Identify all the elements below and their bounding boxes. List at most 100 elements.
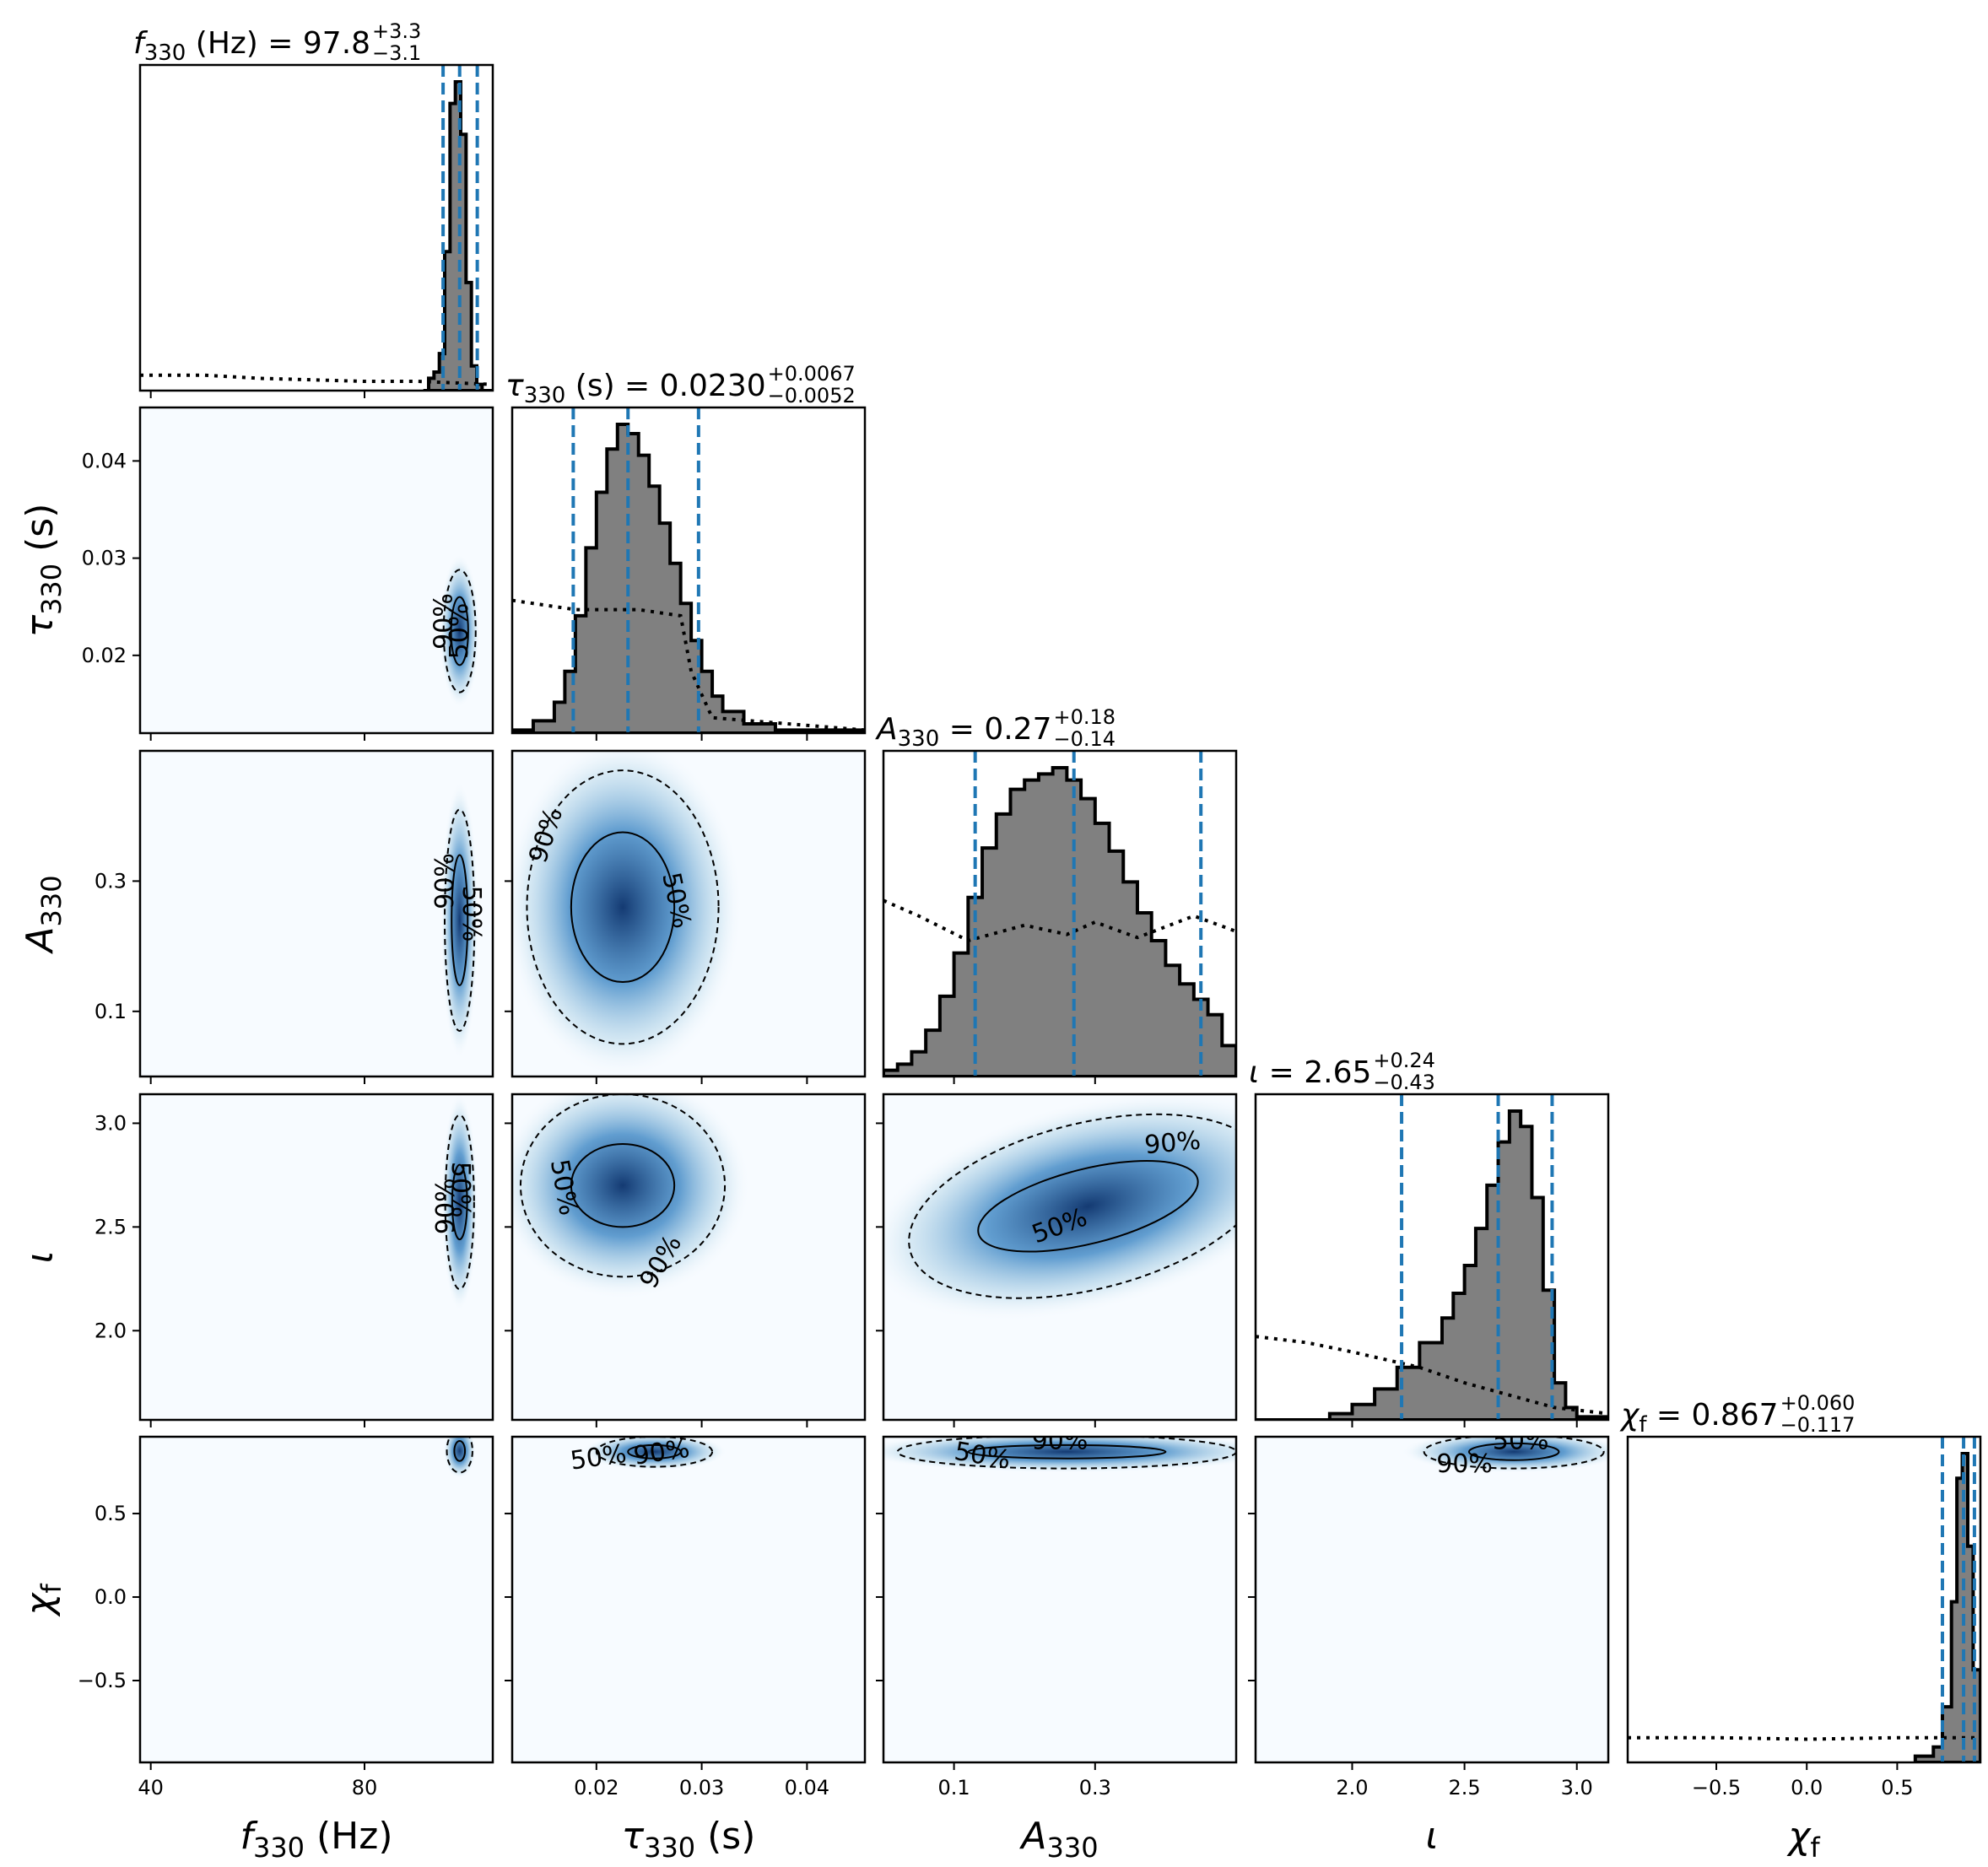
contour-90: [444, 1114, 475, 1291]
x-tick-label-A330: 0.1: [938, 1776, 970, 1800]
x-tick-label-iota: 3.0: [1561, 1776, 1593, 1800]
pair-panel-f330-A330: 90%50% 0.1 0.3: [95, 749, 494, 1084]
panel-frame: [511, 1093, 867, 1422]
x-tick-label-iota: 2.0: [1336, 1776, 1368, 1800]
pair-panel-A330-chif: 50% 90% 0.1 0.3: [876, 1435, 1238, 1800]
title-upper-A330: +0.18: [1054, 705, 1116, 729]
title-chif: χf = 0.867: [1619, 1398, 1779, 1438]
hist-panel-iota: ι = 2.65 +0.24−0.43: [1249, 1049, 1610, 1427]
y-tick-label-tau330: 0.03: [82, 547, 127, 570]
y-tick-label-iota: 2.0: [95, 1319, 127, 1342]
x-tick-label-chif: 0.0: [1791, 1776, 1823, 1800]
contour-label-50: 50%: [445, 603, 474, 660]
density-blob: [883, 1094, 1236, 1321]
pair-panel-tau330-chif: 50% 90% 0.02 0.03 0.04: [505, 1435, 867, 1800]
hist-panel-A330: A330 = 0.27 +0.18−0.14: [875, 705, 1238, 1084]
title-A330: A330 = 0.27: [875, 712, 1052, 752]
contour-90: [595, 1437, 714, 1468]
contour-label-90: 90%: [1436, 1449, 1493, 1479]
title-upper-f330: +3.3: [372, 19, 421, 43]
y-axis-label-tau330: τ330 (s): [19, 504, 68, 638]
panel-frame: [882, 1093, 1238, 1422]
panel-frame: [138, 1435, 494, 1764]
panel-content: [140, 1437, 493, 1762]
y-axis-label-chif: χf: [19, 1584, 68, 1617]
density-blob: [883, 1437, 1236, 1473]
panel-content: 90%50%: [140, 751, 493, 1076]
panel-frame: [138, 406, 494, 735]
title-iota: ι = 2.65: [1249, 1055, 1371, 1090]
contour-50: [570, 831, 676, 984]
x-tick-label-f330: 80: [352, 1776, 378, 1800]
panel-content: 50%90%: [1256, 1426, 1608, 1762]
contour-90: [520, 1094, 727, 1278]
density-background: [883, 1437, 1236, 1762]
title-upper-tau330: +0.0067: [768, 362, 856, 386]
y-tick-label-chif: −0.5: [78, 1669, 127, 1692]
x-axis-label-chif: χf: [1786, 1815, 1820, 1863]
panel-frame: [138, 749, 494, 1078]
panel-content: [1628, 1437, 1980, 1762]
panel-frame: [1254, 1435, 1610, 1764]
title-lower-f330: −3.1: [372, 41, 421, 65]
corner-plot-panels: f330 (Hz) = 97.8 +3.3−3.190%50%0.020.030.…: [19, 19, 1982, 1864]
panel-content: 50%90%: [512, 1094, 865, 1420]
contour-50: [1467, 1442, 1560, 1461]
contour-label-90: 90%: [1143, 1126, 1202, 1161]
x-tick-label-f330: 40: [138, 1776, 164, 1800]
contour-50: [450, 596, 469, 666]
density-blob: [512, 751, 743, 1076]
pair-panel-f330-chif: 40 80 −0.5 0.0 0.5: [78, 1435, 494, 1800]
density-background: [140, 751, 493, 1076]
y-axis-label-iota: ι: [19, 1251, 62, 1264]
density-blob: [581, 1437, 727, 1471]
contour-label-90: 90%: [430, 853, 460, 909]
y-tick-label-tau330: 0.02: [82, 644, 127, 667]
panel-content: 90%50%: [140, 1094, 493, 1420]
density-background: [140, 1437, 493, 1762]
histogram-A330: [883, 766, 1236, 1076]
contour-50: [627, 1443, 682, 1460]
x-axis-label-A330: A330: [1018, 1815, 1098, 1863]
panel-frame: [511, 1435, 867, 1764]
contour-90: [442, 569, 477, 693]
title-lower-iota: −0.43: [1373, 1071, 1435, 1094]
pair-panel-tau330-iota: 50%90%: [505, 1093, 867, 1427]
panel-content: [1256, 1094, 1608, 1420]
hist-panel-tau330: τ330 (s) = 0.0230 +0.0067−0.0052: [505, 362, 867, 741]
panel-content: 50%90%: [883, 1437, 1236, 1762]
x-tick-label-tau330: 0.03: [679, 1776, 724, 1800]
contour-50: [570, 1143, 676, 1228]
contour-90: [446, 1437, 473, 1474]
density-background: [512, 1437, 865, 1762]
contour-label-50: 50%: [1493, 1426, 1549, 1455]
hist-panel-chif: χf = 0.867 +0.060−0.117 −0.5 0.0 0.5: [1619, 1391, 1982, 1800]
histogram-chif: [1913, 1452, 1980, 1762]
contour-label-50: 50%: [446, 1162, 475, 1218]
title-lower-tau330: −0.0052: [768, 384, 856, 407]
x-tick-label-tau330: 0.02: [574, 1776, 619, 1800]
density-blob: [439, 554, 480, 708]
x-tick-label-chif: −0.5: [1692, 1776, 1741, 1800]
contour-50: [453, 1439, 467, 1462]
density-blob: [443, 1437, 476, 1478]
panel-frame: [882, 749, 1238, 1078]
panel-content: 90%50%: [140, 407, 493, 733]
contour-90: [444, 808, 476, 1032]
prior-chif: [1628, 1735, 1980, 1741]
title-tau330: τ330 (s) = 0.0230: [505, 369, 766, 408]
x-tick-label-A330: 0.3: [1079, 1776, 1111, 1800]
title-upper-chif: +0.060: [1780, 1391, 1856, 1415]
density-background: [1256, 1437, 1608, 1762]
y-tick-label-iota: 3.0: [95, 1111, 127, 1135]
hist-panel-f330: f330 (Hz) = 97.8 +3.3−3.1: [133, 19, 494, 398]
density-blob: [512, 1094, 751, 1300]
y-tick-label-A330: 0.3: [95, 869, 127, 893]
density-blob: [441, 1094, 478, 1311]
x-axis-label-f330: f330 (Hz): [240, 1815, 392, 1863]
density-background: [140, 1094, 493, 1420]
pair-panel-A330-iota: 90%50%: [876, 1093, 1238, 1427]
contour-50: [977, 1159, 1199, 1253]
